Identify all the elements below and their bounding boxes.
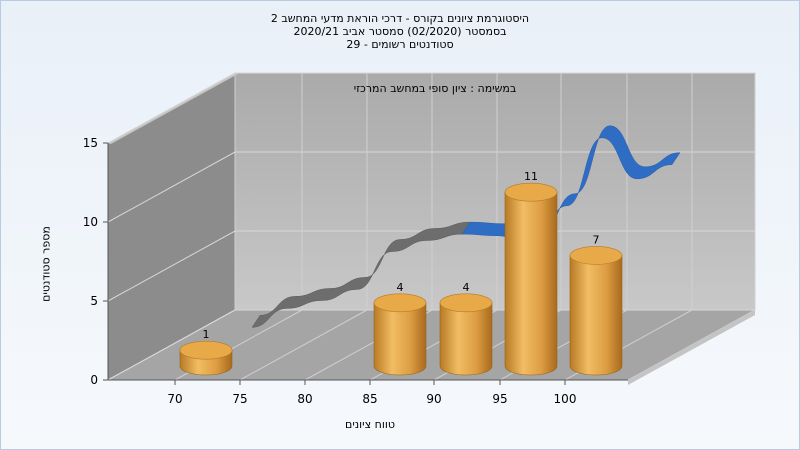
x-tick-label: 90	[426, 392, 441, 406]
bar-100: 7	[569, 233, 623, 376]
x-tick-label: 70	[167, 392, 182, 406]
back-wall	[234, 72, 756, 311]
floor-gridline	[239, 309, 368, 381]
y-tick-label: 5	[90, 294, 98, 308]
x-tick-label: 95	[492, 392, 507, 406]
bar-value-label: 1	[203, 328, 210, 341]
floor-edge	[628, 310, 755, 385]
x-tick-label: 80	[297, 392, 312, 406]
chart-title-line-3: סטודנטים רשומים - 29	[346, 38, 454, 51]
bar-top	[179, 340, 233, 360]
bar-body	[569, 255, 623, 376]
bar-top	[504, 182, 558, 202]
bar-95: 11	[504, 170, 558, 376]
left-wall-edge	[108, 73, 238, 144]
bar-value-label: 11	[524, 170, 538, 183]
bar-value-label: 4	[463, 281, 470, 294]
x-tick-label: 75	[232, 392, 247, 406]
bar-85: 4	[373, 281, 427, 376]
x-axis-label: טווח ציונים	[345, 418, 395, 431]
chart-title-line-2: בסמסטר (02/2020) סמסטר אביב 2020/21	[293, 25, 507, 38]
bar-70: 1	[179, 328, 233, 376]
y-gridline	[107, 230, 755, 302]
x-tick-label: 85	[362, 392, 377, 406]
bar-body	[504, 191, 558, 376]
x-tick-label: 100	[554, 392, 577, 406]
chart-annotation: במשימה : ציון סופי במחשב המרכזי	[354, 82, 517, 95]
bar-90: 4	[439, 281, 493, 376]
bar-body	[373, 302, 427, 376]
bar-top	[569, 246, 623, 265]
y-gridline	[107, 151, 755, 223]
bar-top	[373, 293, 427, 313]
bar-body	[439, 302, 493, 376]
y-gridline	[107, 72, 755, 144]
y-tick-label: 15	[83, 136, 98, 150]
y-tick-label: 10	[83, 215, 98, 229]
y-tick-label: 0	[90, 373, 98, 387]
bar-value-label: 7	[593, 233, 600, 246]
bar-value-label: 4	[397, 281, 404, 294]
chart-title-line-1: היסטוגרמת ציונים בקורס - דרכי הוראת מדעי…	[270, 12, 530, 25]
bar-top	[439, 293, 493, 313]
